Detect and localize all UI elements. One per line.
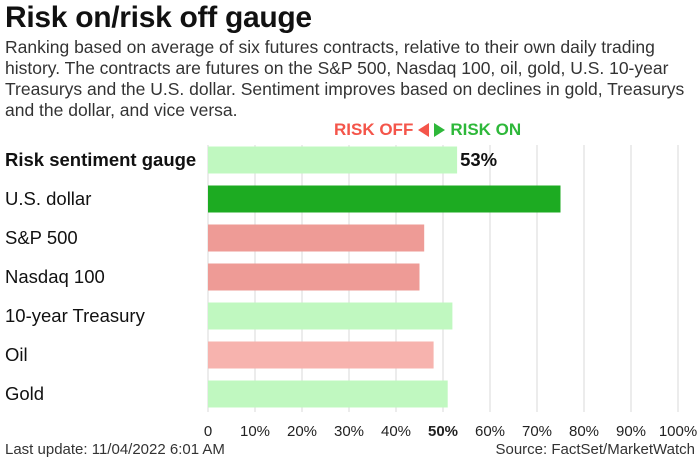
bar xyxy=(208,380,448,408)
x-tick-label: 90% xyxy=(616,423,646,440)
x-tick-label: 100% xyxy=(659,423,697,440)
x-tick-label: 20% xyxy=(287,423,317,440)
x-tick-label: 30% xyxy=(334,423,364,440)
risk-off-label: RISK OFF xyxy=(334,120,414,139)
x-tick-label: 80% xyxy=(569,423,599,440)
category-label: Nasdaq 100 xyxy=(5,266,105,287)
data-label: 53% xyxy=(460,149,497,170)
arrow-left-icon xyxy=(418,123,430,137)
arrow-right-icon xyxy=(434,123,446,137)
x-tick-label: 50% xyxy=(428,423,458,440)
category-label: 10-year Treasury xyxy=(5,305,146,326)
bar xyxy=(208,341,434,369)
category-label: U.S. dollar xyxy=(5,188,91,209)
source-credit: Source: FactSet/MarketWatch xyxy=(495,441,695,458)
category-label: Risk sentiment gauge xyxy=(5,149,196,170)
x-tick-label: 60% xyxy=(475,423,505,440)
category-label: S&P 500 xyxy=(5,227,78,248)
bar xyxy=(208,263,420,291)
bar xyxy=(208,146,458,174)
bar xyxy=(208,302,453,330)
page-subtitle: Ranking based on average of six futures … xyxy=(5,37,685,120)
category-label: Gold xyxy=(5,383,44,404)
page-title: Risk on/risk off gauge xyxy=(5,1,312,34)
x-tick-label: 0 xyxy=(204,423,212,440)
x-tick-label: 10% xyxy=(240,423,270,440)
x-tick-label: 40% xyxy=(381,423,411,440)
bar xyxy=(208,224,425,252)
bar xyxy=(208,185,561,213)
category-label: Oil xyxy=(5,344,28,365)
risk-legend: RISK OFF RISK ON xyxy=(334,120,521,140)
last-update: Last update: 11/04/2022 6:01 AM xyxy=(5,441,225,458)
x-tick-label: 70% xyxy=(522,423,552,440)
risk-on-label: RISK ON xyxy=(450,120,522,139)
